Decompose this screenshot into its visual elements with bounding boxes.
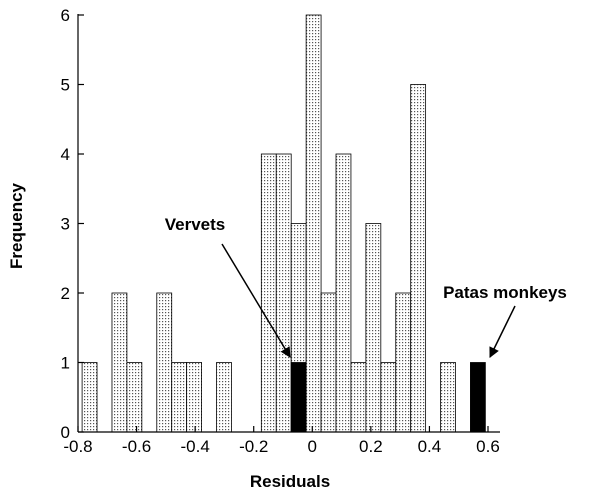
bar bbox=[186, 362, 202, 433]
x-tick-label: -0.4 bbox=[180, 437, 209, 456]
y-tick-label: 3 bbox=[61, 215, 70, 234]
bar bbox=[440, 362, 456, 433]
annotation-arrow bbox=[221, 243, 291, 358]
y-tick-label: 6 bbox=[61, 6, 70, 25]
x-tick-label: 0.4 bbox=[418, 437, 442, 456]
x-tick-label: -0.6 bbox=[122, 437, 151, 456]
bar bbox=[81, 362, 98, 433]
bar bbox=[470, 362, 486, 433]
bar bbox=[335, 153, 352, 433]
x-tick-label: 0 bbox=[308, 437, 317, 456]
x-tick-label: -0.2 bbox=[239, 437, 268, 456]
bar bbox=[156, 292, 173, 433]
annotation: Vervets bbox=[165, 215, 226, 234]
y-axis-label: Frequency bbox=[7, 182, 26, 269]
bar bbox=[126, 362, 143, 433]
x-axis-label: Residuals bbox=[250, 472, 330, 491]
bar bbox=[216, 362, 232, 433]
bar bbox=[350, 362, 367, 433]
bar bbox=[111, 292, 128, 433]
annotation: Patas monkeys bbox=[443, 283, 567, 302]
bar bbox=[380, 362, 397, 433]
bars bbox=[81, 14, 486, 433]
y-tick-label: 4 bbox=[61, 145, 70, 164]
y-tick-label: 2 bbox=[61, 284, 70, 303]
bar bbox=[260, 153, 277, 433]
bar bbox=[305, 14, 322, 433]
annotation-arrow bbox=[489, 305, 516, 358]
y-tick-label: 1 bbox=[61, 354, 70, 373]
bar bbox=[290, 362, 307, 433]
x-tick-label: -0.8 bbox=[63, 437, 92, 456]
y-tick-label: 5 bbox=[61, 76, 70, 95]
x-tick-label: 0.6 bbox=[476, 437, 500, 456]
bar bbox=[320, 292, 337, 433]
bar bbox=[410, 84, 427, 433]
bar bbox=[171, 362, 188, 433]
bar bbox=[365, 223, 382, 433]
bar bbox=[395, 292, 412, 433]
y-tick-label: 0 bbox=[61, 423, 70, 442]
bar bbox=[275, 153, 292, 433]
x-tick-label: 0.2 bbox=[359, 437, 383, 456]
